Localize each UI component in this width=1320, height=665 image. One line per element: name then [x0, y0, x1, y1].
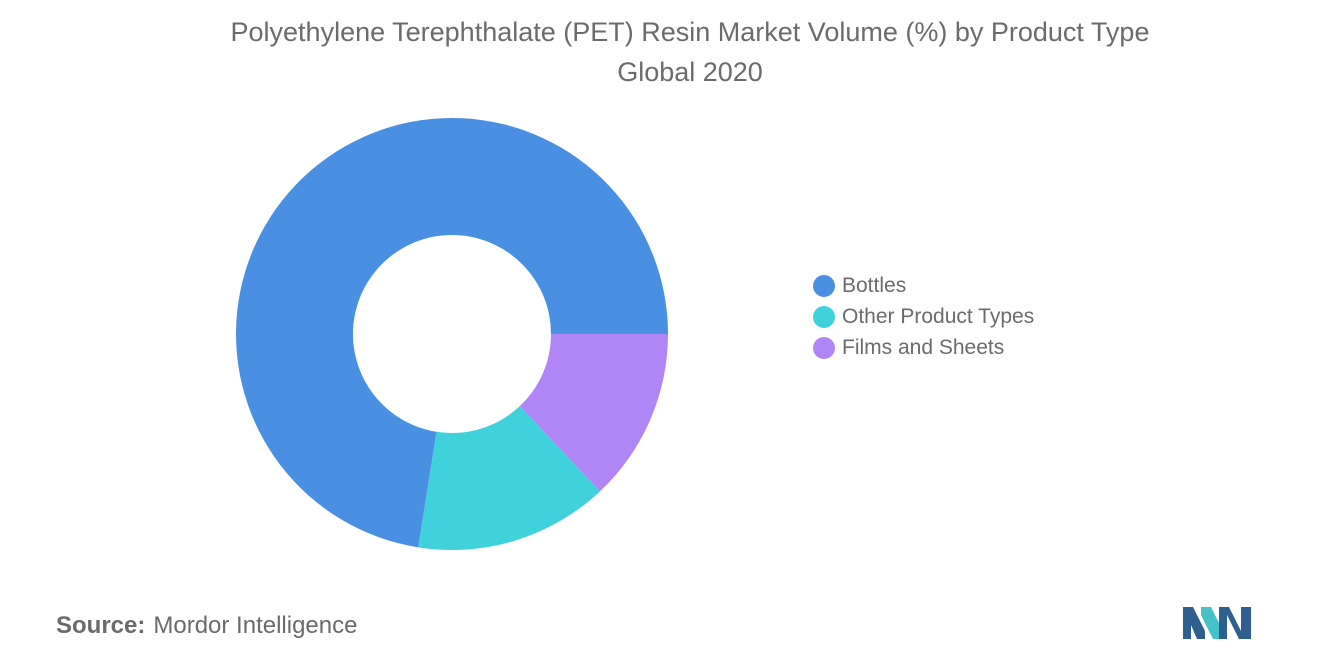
donut-slice-other-product-types: [418, 406, 600, 550]
legend-swatch: [813, 305, 835, 328]
source-text: Mordor Intelligence: [153, 612, 358, 639]
legend-swatch: [813, 336, 835, 359]
legend-swatch: [813, 274, 835, 297]
mordor-intelligence-logo-icon: [1183, 607, 1251, 639]
donut-slice-bottles: [236, 118, 668, 548]
legend-label: Films and Sheets: [842, 335, 1005, 359]
chart-title-block: Polyethylene Terephthalate (PET) Resin M…: [0, 12, 1320, 92]
chart-legend: Bottles Other Product Types Films and Shee…: [813, 270, 1034, 363]
chart-title: Polyethylene Terephthalate (PET) Resin M…: [230, 17, 1150, 47]
legend-label: Bottles: [842, 273, 907, 297]
donut-slice-films-and-sheets: [519, 334, 668, 492]
chart-subtitle: Global 2020: [617, 57, 763, 87]
legend-label: Other Product Types: [842, 304, 1035, 328]
source-note: Source: Mordor Intelligence: [56, 612, 357, 640]
legend-item-films-and-sheets: Films and Sheets: [813, 332, 1034, 363]
source-label: Source:: [56, 612, 146, 639]
legend-item-bottles: Bottles: [813, 270, 1034, 301]
donut-slices: [236, 118, 668, 550]
legend-item-other-product-types: Other Product Types: [813, 301, 1034, 332]
